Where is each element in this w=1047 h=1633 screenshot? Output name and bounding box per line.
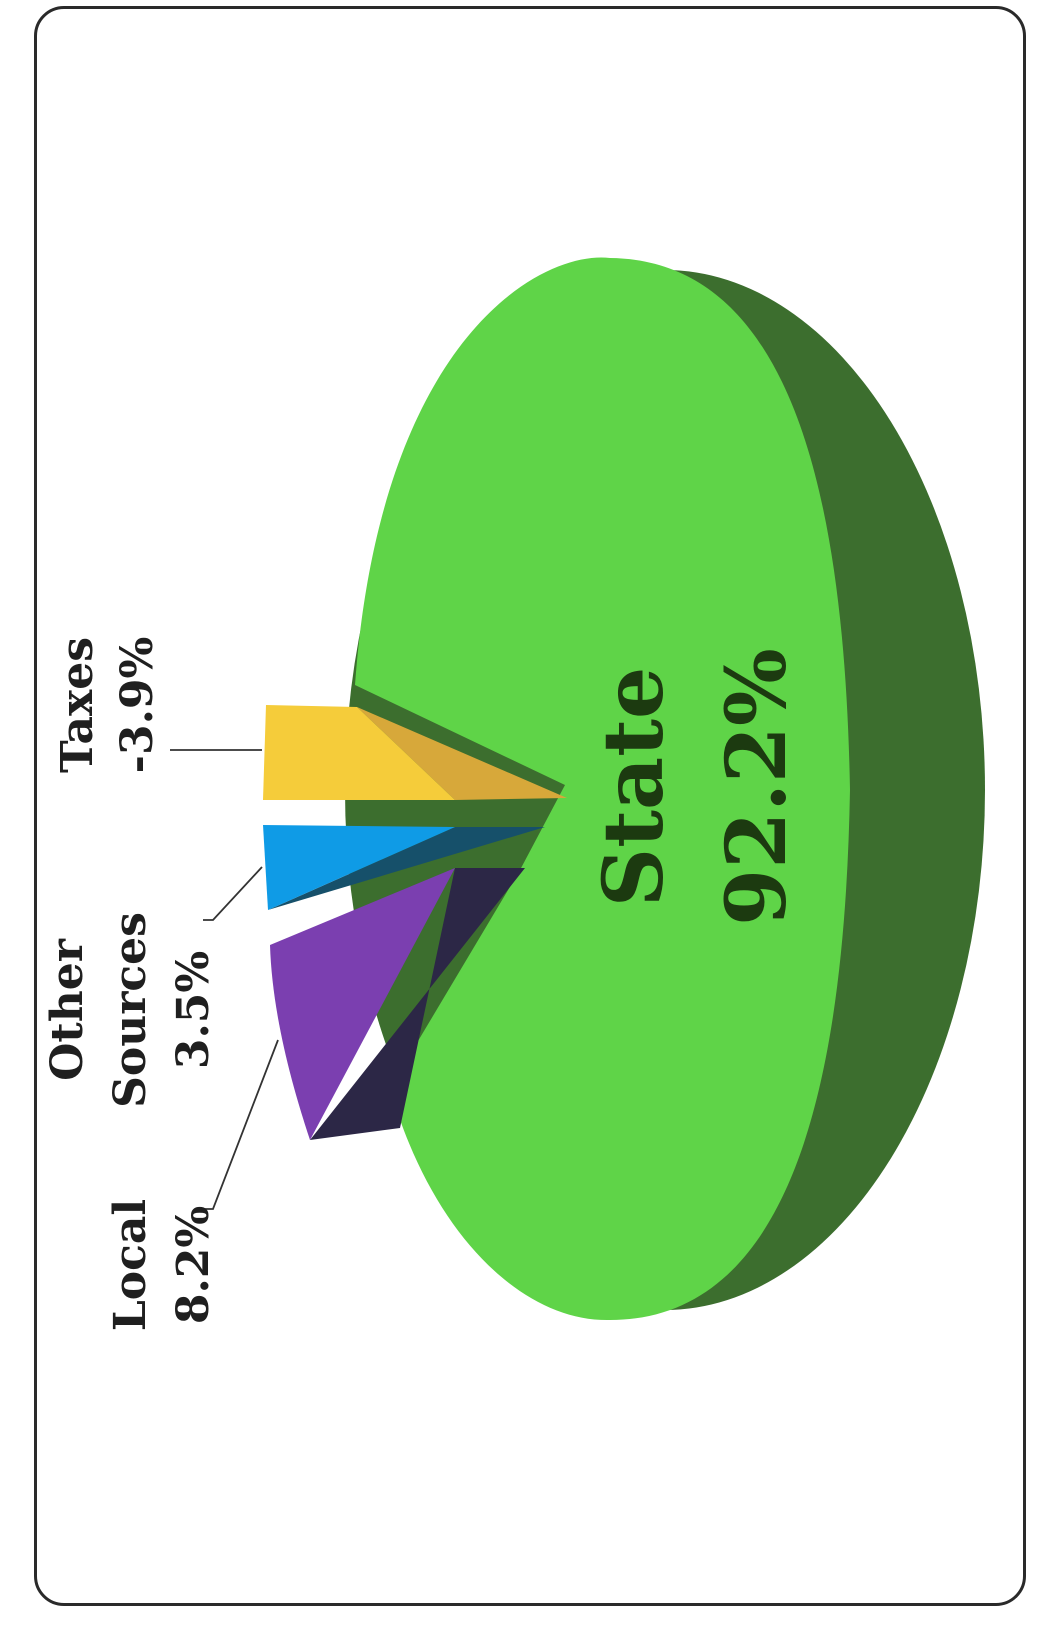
slice-other-sources-side (268, 827, 545, 910)
slice-state-top (355, 257, 850, 1321)
leader-local (203, 1039, 279, 1210)
label-local-value: 8.2% (168, 1206, 219, 1324)
label-taxes-value: -3.9% (112, 637, 163, 774)
label-taxes-name: Taxes (52, 637, 103, 773)
label-local-name: Local (105, 1199, 156, 1331)
slice-local-side (310, 868, 525, 1140)
label-other-sources-line2: Sources (105, 912, 156, 1108)
slice-taxes-top (263, 705, 455, 800)
slice-taxes-side (357, 707, 567, 800)
label-other-sources-value: 3.5% (168, 951, 219, 1069)
label-state-value: 92.2% (709, 648, 805, 926)
label-state-name: State (586, 667, 682, 907)
slice-other-sources (263, 825, 545, 910)
slice-state (345, 257, 985, 1321)
slice-other-sources-top (263, 825, 455, 910)
label-other-sources-line1: Other (42, 938, 93, 1081)
slice-local-top (270, 868, 455, 1140)
leader-other-sources (203, 866, 263, 921)
slice-taxes (263, 705, 567, 800)
slice-local (270, 868, 525, 1140)
